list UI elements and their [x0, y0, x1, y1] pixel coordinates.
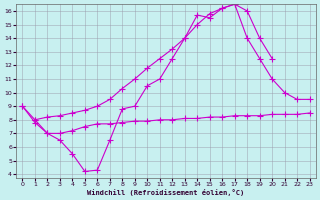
X-axis label: Windchill (Refroidissement éolien,°C): Windchill (Refroidissement éolien,°C)	[87, 189, 245, 196]
